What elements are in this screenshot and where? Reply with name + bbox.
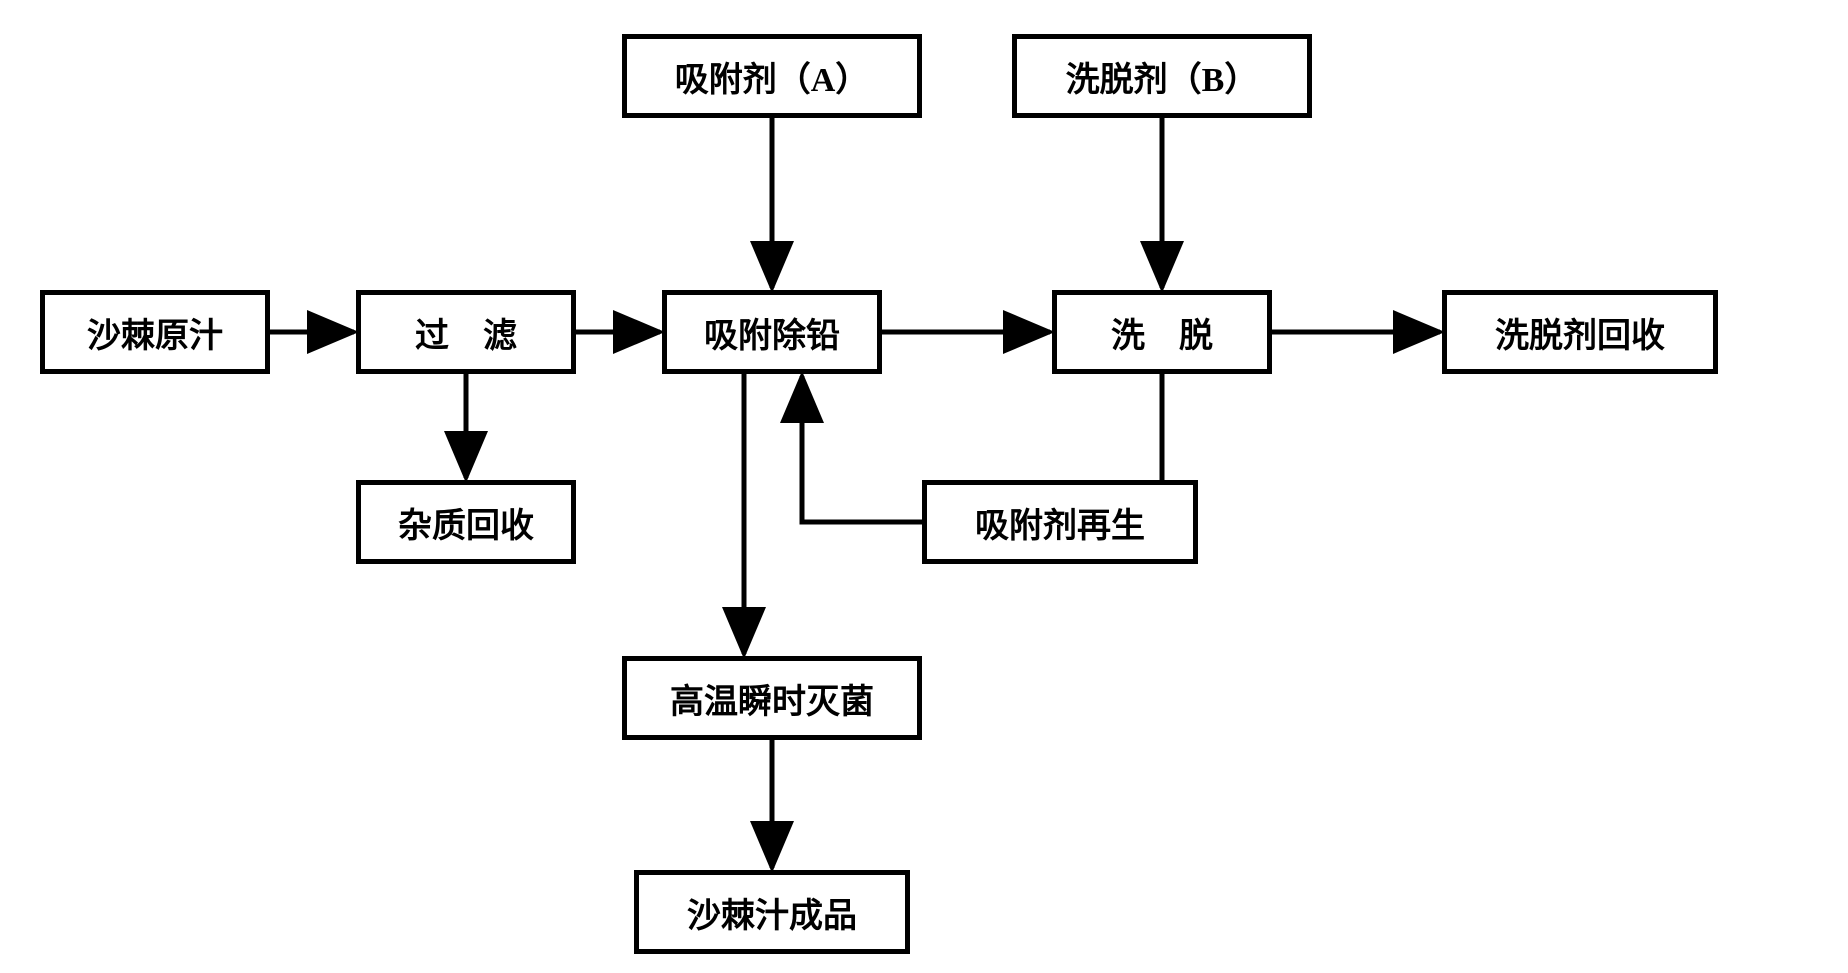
node-label: 过 滤: [415, 308, 517, 357]
node-adsorbent_a: 吸附剂（A）: [622, 34, 922, 118]
node-raw_juice: 沙棘原汁: [40, 290, 270, 374]
node-label: 沙棘汁成品: [687, 888, 857, 937]
node-eluent_b: 洗脱剂（B）: [1012, 34, 1312, 118]
node-regen: 吸附剂再生: [922, 480, 1198, 564]
node-product: 沙棘汁成品: [634, 870, 910, 954]
node-label: 沙棘原汁: [87, 308, 223, 357]
node-adsorb_remove: 吸附除铅: [662, 290, 882, 374]
node-label: 洗脱剂回收: [1495, 308, 1665, 357]
node-label: 吸附除铅: [704, 308, 840, 357]
node-label: 吸附剂再生: [975, 498, 1145, 547]
node-elute: 洗 脱: [1052, 290, 1272, 374]
node-label: 高温瞬时灭菌: [670, 674, 874, 723]
node-sterilize: 高温瞬时灭菌: [622, 656, 922, 740]
node-label: 杂质回收: [398, 498, 534, 547]
node-label: 洗 脱: [1111, 308, 1213, 357]
node-filter: 过 滤: [356, 290, 576, 374]
edge-regen-to-adsorb_remove: [802, 376, 922, 522]
flowchart-canvas: 沙棘原汁 过 滤杂质回收 吸附剂（A） 吸附除铅高温瞬时灭菌沙棘汁成品 吸附剂再生 洗脱剂…: [0, 0, 1848, 973]
node-label: 洗脱剂（B）: [1066, 52, 1259, 101]
node-impurity: 杂质回收: [356, 480, 576, 564]
node-label: 吸附剂（A）: [675, 52, 870, 101]
node-eluent_recover: 洗脱剂回收: [1442, 290, 1718, 374]
